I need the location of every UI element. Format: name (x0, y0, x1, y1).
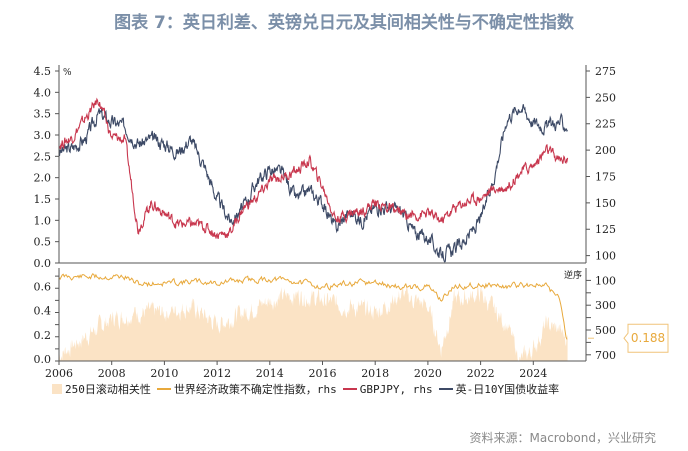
epu-line (58, 273, 568, 340)
reversed-axis-label: 逆序 (564, 269, 582, 281)
x-tick-label: 2008 (98, 367, 126, 380)
legend-label: GBPJPY, rhs (359, 382, 433, 396)
x-tick-label: 2010 (150, 367, 178, 380)
source-note: 资料来源：Macrobond，兴业研究 (469, 431, 657, 445)
legend-item-spread: 英-日10Y国债收益率 (438, 381, 560, 397)
y-right-tick-label: 100 (595, 250, 616, 263)
legend-label: 英-日10Y国债收益率 (455, 383, 560, 396)
unit-label: % (63, 68, 72, 78)
y-tick-label: 0.0 (34, 353, 52, 366)
legend-swatch (156, 388, 171, 390)
x-tick-label: 2020 (414, 367, 442, 380)
annotation-value: 0.188 (631, 331, 665, 345)
legend-swatch (342, 388, 357, 390)
y-right-tick-label: 200 (595, 144, 616, 157)
chart-title: 图表 7：英日利差、英镑兑日元及其间相关性与不确定性指数 (114, 13, 574, 33)
legend-swatch (438, 388, 453, 390)
y-right-tick-label: 700 (595, 349, 616, 362)
legend-label: 世界经济政策不确定性指数，rhs (173, 383, 337, 396)
correlation-area (59, 285, 568, 361)
spread-line (58, 104, 568, 263)
x-tick-label: 2022 (467, 367, 495, 380)
y-right-tick-label: 300 (595, 299, 616, 312)
y-tick-label: 2.5 (34, 150, 52, 163)
x-tick-label: 2014 (256, 367, 284, 380)
legend-item-epu: 世界经济政策不确定性指数，rhs (156, 381, 337, 397)
gbpjpy-line (58, 97, 569, 239)
legend-swatch (52, 384, 62, 394)
x-tick-label: 2018 (361, 367, 389, 380)
y-tick-label: 4.0 (34, 86, 52, 99)
x-tick-label: 2012 (203, 367, 231, 380)
legend-item-correlation: 250日滚动相关性 (52, 381, 151, 397)
legend-label: 250日滚动相关性 (65, 383, 151, 396)
y-right-tick-label: 225 (595, 118, 616, 131)
annotation-box (623, 323, 669, 353)
y-right-tick-label: 175 (595, 170, 616, 183)
y-tick-label: 0.2 (34, 329, 52, 342)
legend-item-gbpjpy: GBPJPY, rhs (342, 382, 433, 396)
y-right-tick-label: 500 (595, 324, 616, 337)
x-tick-label: 2024 (519, 367, 547, 380)
y-tick-label: 3.0 (34, 129, 52, 142)
y-tick-label: 3.5 (34, 108, 52, 121)
x-tick-label: 2016 (309, 367, 337, 380)
y-tick-label: 0.4 (34, 305, 52, 318)
y-tick-label: 4.5 (34, 65, 52, 78)
y-right-tick-label: 150 (595, 197, 616, 210)
y-tick-label: 0.0 (34, 257, 52, 270)
y-tick-label: 1.0 (34, 214, 52, 227)
y-right-tick-label: 275 (595, 65, 616, 78)
y-right-tick-label: 250 (595, 91, 616, 104)
chart: % 0.0 0.5 1.0 1.5 2.0 2.5 3.0 3.5 4.0 4.5 100 125 150… (34, 65, 669, 380)
legend: 250日滚动相关性 世界经济政策不确定性指数，rhs GBPJPY, rhs 英… (52, 381, 559, 397)
y-tick-label: 2.0 (34, 172, 52, 185)
x-tick-label: 2006 (45, 367, 73, 380)
y-right-tick-label: 125 (595, 223, 616, 236)
y-tick-label: 1.5 (34, 193, 52, 206)
y-right-tick-label: 100 (595, 274, 616, 287)
y-tick-label: 0.6 (34, 280, 52, 293)
y-tick-label: 0.5 (34, 236, 52, 249)
